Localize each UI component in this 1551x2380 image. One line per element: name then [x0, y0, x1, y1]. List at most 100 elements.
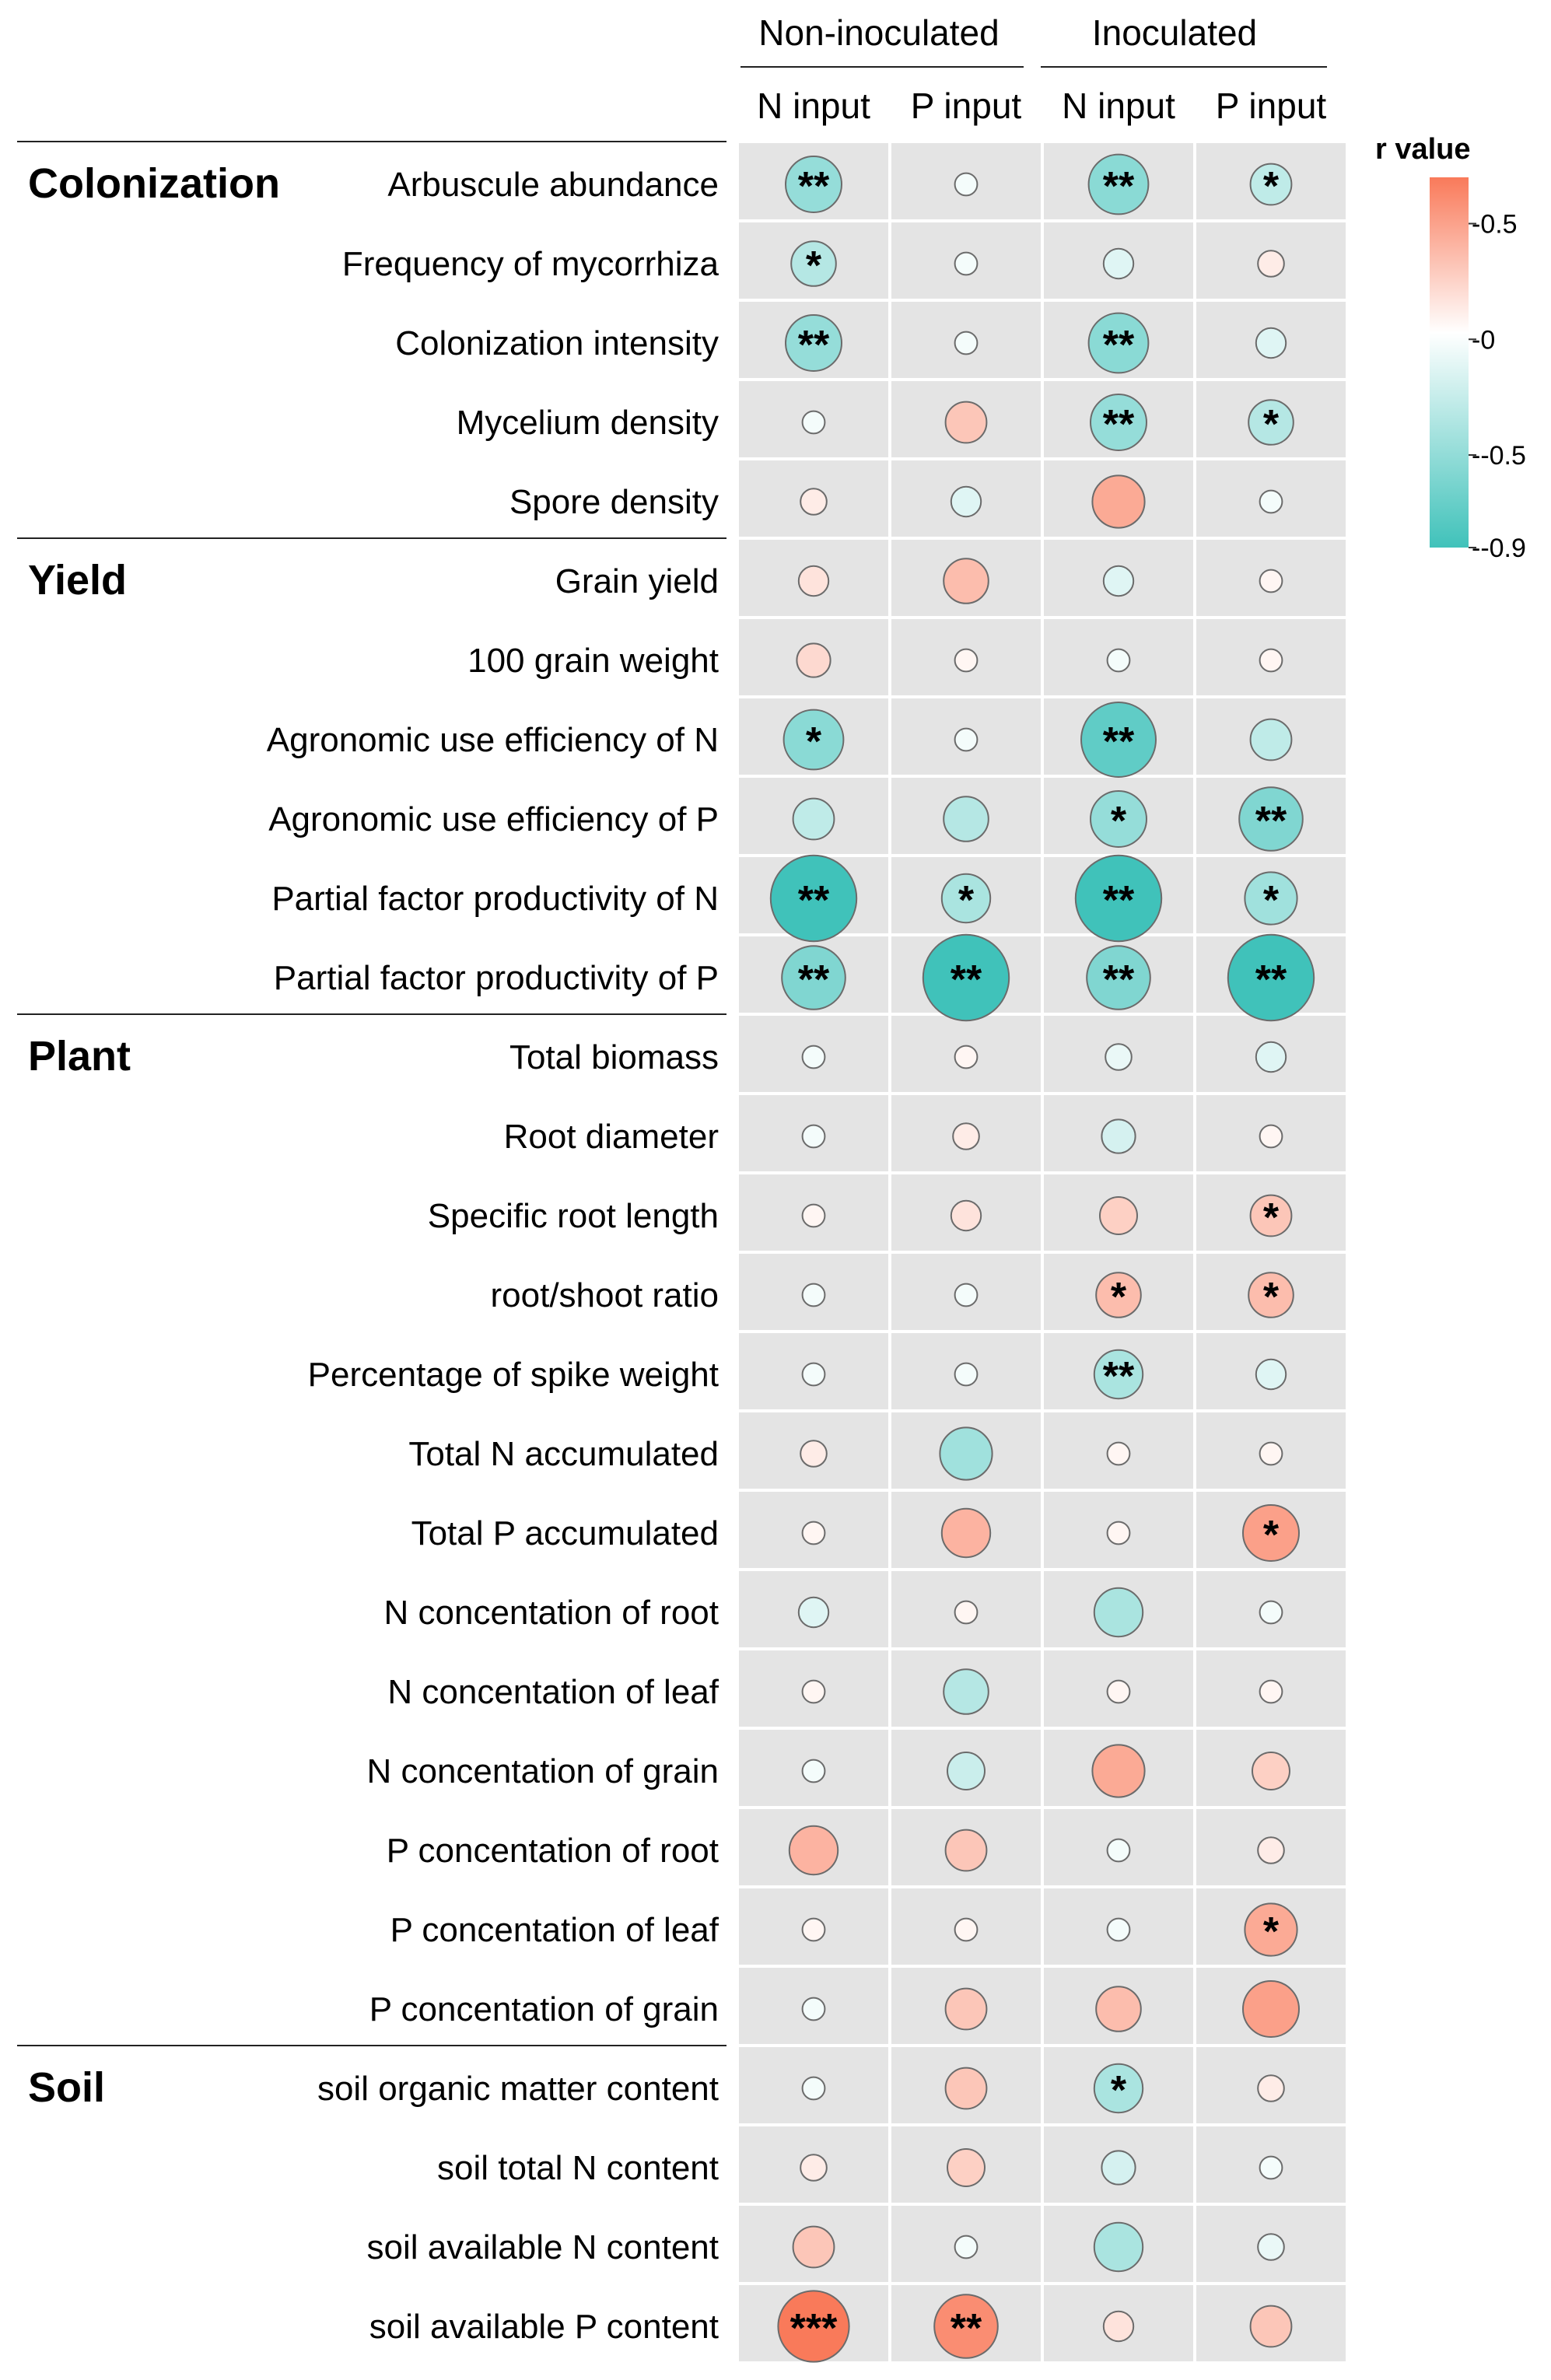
- correlation-bubble: [933, 2294, 999, 2359]
- correlation-bubble: [954, 2235, 979, 2259]
- correlation-bubble: [1106, 1521, 1131, 1545]
- correlation-bubble: [792, 2225, 835, 2269]
- bubbles: ** ** **** **** ** *** **** * ** *** ** ** **** *****…: [769, 153, 1315, 2363]
- significance-stars: *: [1263, 1195, 1280, 1241]
- group-header-non-inoculated: Non-inoculated: [758, 12, 999, 53]
- correlation-bubble: [950, 1199, 982, 1232]
- correlation-bubble: [1093, 1349, 1144, 1400]
- correlation-bubble: [1249, 718, 1293, 761]
- significance-stars: **: [1103, 1354, 1135, 1399]
- legend-title: r value: [1375, 133, 1471, 166]
- correlation-bubble: [801, 1283, 826, 1307]
- correlation-bubble: [1093, 2063, 1144, 2114]
- correlation-bubble: [1105, 1043, 1133, 1071]
- correlation-bubble: [1106, 1917, 1131, 1942]
- correlation-bubble: [954, 1283, 979, 1307]
- row-label: soil total N content: [437, 2149, 719, 2187]
- correlation-bubble: [939, 1426, 993, 1481]
- section-label: Soil: [28, 2064, 105, 2111]
- significance-stars: **: [1255, 957, 1287, 1003]
- significance-stars: **: [951, 957, 982, 1003]
- correlation-bubble: [792, 797, 835, 841]
- correlation-bubble: [1255, 327, 1287, 359]
- correlation-bubble: [1102, 247, 1135, 280]
- section-label: Plant: [28, 1033, 131, 1080]
- correlation-bubble: [940, 873, 992, 924]
- significance-stars: **: [1103, 719, 1135, 765]
- section-labels: Colonization Yield Plant Soil: [17, 141, 726, 2111]
- correlation-bubble: [950, 485, 982, 518]
- correlation-bubble: [954, 727, 979, 752]
- correlation-bubble: [1259, 569, 1283, 593]
- correlation-bubble: [1259, 1124, 1283, 1149]
- correlation-bubble: [1087, 312, 1150, 374]
- correlation-bubble: [1244, 871, 1298, 926]
- correlation-bubble: [947, 2148, 986, 2187]
- column-header: N input: [1062, 86, 1175, 126]
- correlation-bubble: [801, 410, 826, 435]
- correlation-bubble: [954, 172, 979, 197]
- correlation-bubble: [1093, 1587, 1144, 1638]
- row-label: Root diameter: [504, 1118, 719, 1156]
- correlation-bubble: [1252, 1752, 1290, 1790]
- correlation-bubble: [1242, 1504, 1300, 1562]
- legend-tick-label: -0.5: [1472, 210, 1518, 240]
- row-label: Grain yield: [555, 562, 719, 600]
- row-label: P concentation of root: [387, 1832, 719, 1870]
- correlation-bubble: [1091, 1744, 1146, 1798]
- correlation-bubble: [801, 1203, 826, 1228]
- correlation-bubble: [801, 2076, 826, 2101]
- correlation-bubble: [1087, 153, 1150, 215]
- correlation-bubble: [1080, 702, 1157, 778]
- correlation-bubble: [801, 1997, 826, 2021]
- row-label: soil available P content: [369, 2308, 719, 2346]
- correlation-bubble: [796, 642, 832, 678]
- correlation-bubble: [1249, 2305, 1293, 2348]
- correlation-bubble: [777, 2290, 850, 2363]
- correlation-bubble: [1249, 163, 1293, 206]
- row-label: Specific root length: [428, 1197, 719, 1235]
- correlation-bubble: [1090, 394, 1147, 451]
- correlation-bubble: [800, 488, 828, 516]
- row-label: 100 grain weight: [467, 642, 719, 680]
- legend-colorbar: [1430, 177, 1469, 548]
- correlation-bubble: [1074, 854, 1163, 943]
- correlation-bubble: [1106, 648, 1131, 673]
- row-labels: Arbuscule abundance Frequency of mycorrhi…: [267, 166, 719, 2346]
- correlation-bubble: [1101, 2150, 1136, 2186]
- row-label: Agronomic use efficiency of N: [267, 721, 719, 759]
- correlation-bubble: [1238, 786, 1304, 852]
- row-label: root/shoot ratio: [491, 1276, 719, 1314]
- correlation-bubble: [944, 1829, 988, 1872]
- column-header: P input: [1216, 86, 1327, 126]
- correlation-bubble: [1255, 1358, 1287, 1391]
- correlation-bubble: [944, 401, 988, 444]
- correlation-bubble: [769, 854, 858, 943]
- column-headers: N input P input N input P input: [757, 86, 1326, 126]
- correlation-bubble: [1227, 933, 1315, 1022]
- row-label: Partial factor productivity of P: [274, 959, 719, 997]
- correlation-bubble: [1086, 945, 1151, 1010]
- correlation-bubble: [801, 1917, 826, 1942]
- correlation-bubble: [954, 251, 979, 276]
- legend-tick-label: --0.9: [1472, 534, 1526, 563]
- correlation-bubble: [943, 558, 989, 604]
- correlation-bubble: [1101, 1118, 1136, 1154]
- correlation-bubble: [1102, 565, 1135, 597]
- row-label: Total N accumulated: [408, 1435, 719, 1473]
- correlation-bubble: [1095, 1272, 1142, 1318]
- correlation-bubble: [1106, 1838, 1131, 1863]
- correlation-bubble: [1259, 1679, 1283, 1704]
- correlation-bubble: [801, 1362, 826, 1387]
- correlation-bubble: [1257, 250, 1285, 278]
- correlation-bubble: [954, 1362, 979, 1387]
- legend-tick-label: --0.5: [1472, 441, 1526, 471]
- correlation-bubble: [797, 565, 830, 597]
- correlation-bubble: [1248, 1272, 1294, 1318]
- significance-stars: **: [1103, 878, 1135, 923]
- correlation-bubble: [797, 1596, 830, 1629]
- correlation-bubble: [1099, 1196, 1138, 1235]
- column-header: N input: [757, 86, 870, 126]
- correlation-bubble: [1257, 1836, 1285, 1864]
